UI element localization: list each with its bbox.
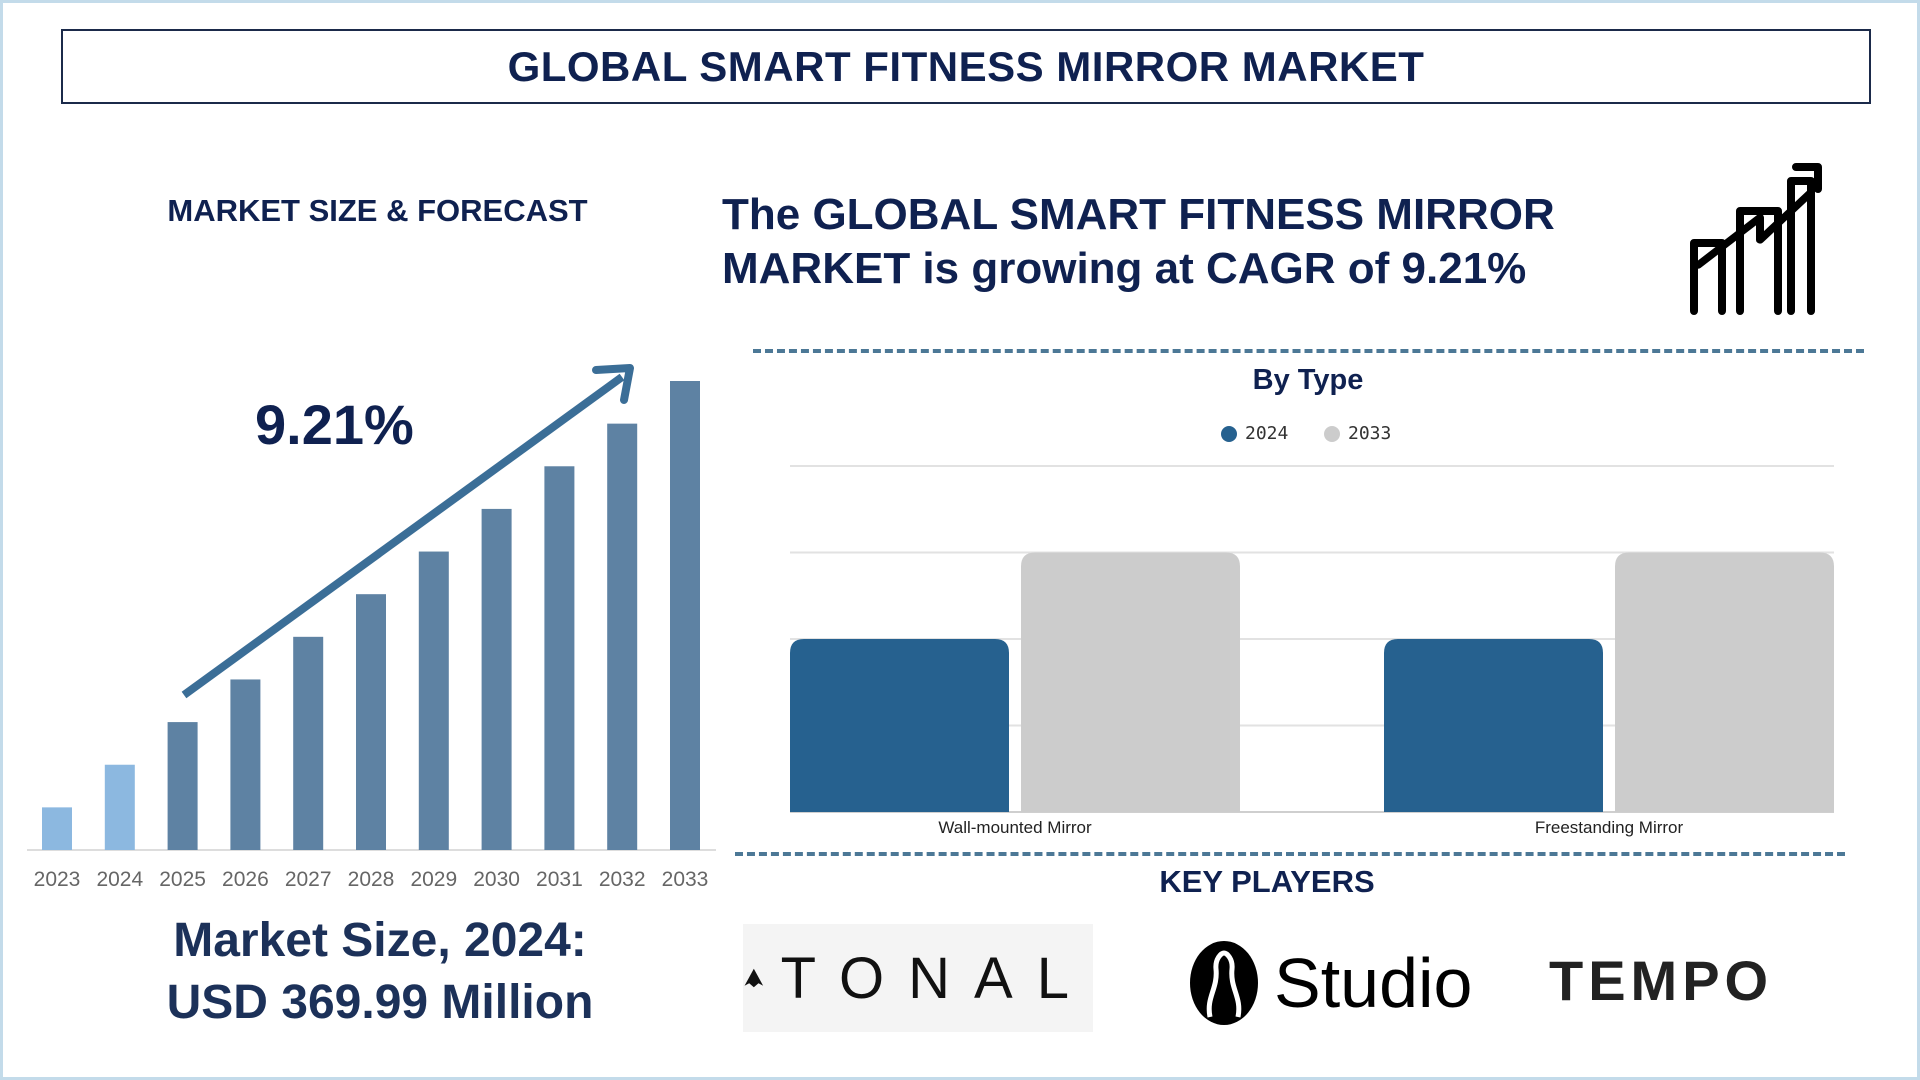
legend-item-2024: 2024 [1221,423,1288,444]
bar-2026 [230,679,261,850]
market-size-forecast-heading: MARKET SIZE & FORECAST [167,193,588,228]
tonal-mark-icon [744,968,764,988]
year-label-2031: 2031 [536,868,583,891]
tonal-wordmark: TONAL [780,945,1093,1011]
bar-2033 [670,381,700,850]
bar-freestanding-mirror-2024 [1384,639,1603,812]
bar-2028 [356,594,386,850]
bar-2025 [167,722,198,850]
year-label-2024: 2024 [96,868,144,891]
bar-2031 [544,466,575,850]
headline-line-2: MARKET is growing at CAGR of 9.21% [722,244,1527,293]
growth-arrow-head [592,364,634,404]
bar-2032 [607,423,638,850]
category-label-wall-mounted: Wall-mounted Mirror [938,818,1092,837]
legend-label-2033: 2033 [1348,423,1392,444]
year-label-2033: 2033 [661,868,709,891]
bar-2029 [418,551,449,850]
bar-wall-mounted-mirror-2033 [1021,552,1240,812]
legend-dot-2024 [1221,425,1237,442]
legend-label-2024: 2024 [1245,423,1289,444]
bar-2023 [42,807,72,850]
bar-2027 [293,636,324,850]
divider-bottom [735,852,1845,856]
headline: The GLOBAL SMART FITNESS MIRROR MARKET i… [722,188,1555,296]
bar-wall-mounted-mirror-2024 [790,639,1009,812]
year-label-2030: 2030 [473,868,520,891]
market-size-line-1: Market Size, 2024: [173,914,587,967]
year-label-2023: 2023 [33,868,81,891]
market-forecast-chart [27,364,716,851]
year-label-2032: 2032 [598,868,646,891]
lululemon-studio-logo: Studio [1188,937,1472,1029]
by-type-title: By Type [1252,364,1364,396]
headline-line-1: The GLOBAL SMART FITNESS MIRROR [722,190,1555,239]
by-type-chart [790,465,1834,813]
category-label-freestanding: Freestanding Mirror [1534,818,1684,837]
year-label-2028: 2028 [347,868,395,891]
bar-2024 [104,764,135,850]
year-label-2027: 2027 [284,868,332,891]
market-size: Market Size, 2024: USD 369.99 Million [70,910,690,1034]
lululemon-mark-icon [1190,941,1258,1025]
title-box: GLOBAL SMART FITNESS MIRROR MARKET [61,29,1871,104]
year-label-2026: 2026 [222,868,269,891]
growth-arrow [181,373,625,699]
tempo-logo: TEMPO [1549,949,1774,1012]
page-title: GLOBAL SMART FITNESS MIRROR MARKET [507,42,1425,90]
bar-2030 [481,508,512,850]
legend-dot-2033 [1324,425,1340,442]
cagr-annotation: 9.21% [255,393,414,456]
growth-chart-icon [1690,163,1822,315]
year-label-2029: 2029 [410,868,458,891]
divider-top [753,349,1864,353]
tonal-logo: TONAL [743,924,1093,1032]
legend-item-2033: 2033 [1324,423,1391,444]
studio-wordmark: Studio [1274,944,1473,1022]
bar-freestanding-mirror-2033 [1615,552,1834,812]
key-players-title: KEY PLAYERS [1159,864,1375,899]
year-label-2025: 2025 [159,868,206,891]
market-size-line-2: USD 369.99 Million [166,976,594,1029]
